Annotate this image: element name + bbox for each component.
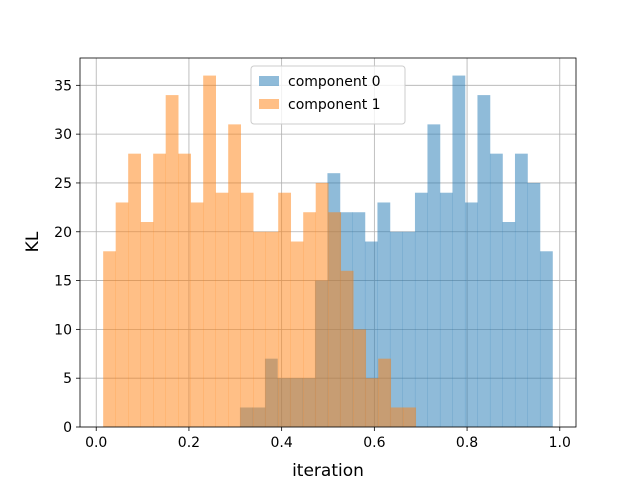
y-axis-label: KL — [23, 231, 43, 252]
legend-label-component-0: component 0 — [288, 74, 381, 90]
bar-component-1 — [203, 75, 216, 428]
bar-component-0 — [389, 231, 403, 427]
bar-component-0 — [402, 231, 416, 427]
y-tick-label: 20 — [54, 225, 72, 241]
axis-ticks: 0.0 0.2 0.4 0.6 0.8 1.0 0 5 10 15 20 25 30 35 — [54, 78, 571, 451]
y-tick-label: 0 — [63, 420, 72, 436]
x-tick-label: 0.6 — [363, 435, 385, 451]
bar-component-0 — [427, 124, 441, 427]
x-tick-label: 1.0 — [549, 435, 571, 451]
x-tick-label: 0.8 — [456, 435, 478, 451]
x-tick-label: 0.0 — [85, 435, 107, 451]
bar-component-1 — [328, 212, 342, 427]
bar-component-1 — [290, 241, 304, 427]
bar-component-0 — [527, 182, 541, 427]
bar-component-0 — [539, 251, 553, 427]
legend-swatch-component-0 — [259, 76, 279, 86]
y-tick-label: 35 — [54, 78, 72, 94]
plot-frame — [79, 57, 577, 428]
bar-component-1 — [128, 153, 141, 427]
bar-component-0 — [464, 202, 478, 427]
legend: component 0 component 1 — [250, 65, 406, 125]
bar-component-1 — [190, 202, 204, 427]
bar-component-0 — [477, 95, 491, 427]
legend-box — [250, 65, 406, 125]
x-tick-label: 0.2 — [178, 435, 200, 451]
bar-component-1 — [353, 329, 367, 427]
bar-component-1 — [390, 407, 404, 427]
bar-component-0 — [502, 222, 516, 427]
bar-component-1 — [265, 231, 279, 427]
bar-component-1 — [165, 95, 179, 427]
y-tick-label: 15 — [54, 274, 72, 290]
bar-component-1 — [403, 407, 417, 427]
bar-component-1 — [140, 222, 154, 427]
bar-component-1 — [253, 231, 267, 427]
y-tick-label: 30 — [54, 127, 72, 143]
histogram-bars — [103, 75, 553, 428]
bar-component-1 — [178, 153, 191, 427]
bar-component-1 — [340, 270, 354, 427]
bar-component-1 — [378, 358, 392, 427]
bar-component-1 — [228, 124, 241, 427]
bar-component-1 — [153, 153, 166, 427]
bar-component-1 — [115, 202, 129, 427]
y-tick-label: 5 — [63, 371, 72, 387]
bar-component-1 — [103, 251, 116, 427]
x-axis-label: iteration — [292, 461, 364, 480]
bar-component-0 — [489, 153, 503, 427]
x-tick-label: 0.4 — [271, 435, 293, 451]
bar-component-0 — [452, 75, 466, 428]
bar-component-0 — [514, 153, 528, 427]
legend-swatch-component-1 — [259, 99, 279, 109]
bar-component-1 — [240, 192, 254, 427]
y-tick-label: 10 — [54, 322, 72, 338]
bar-component-0 — [414, 192, 428, 427]
bar-component-0 — [439, 192, 453, 427]
y-tick-label: 25 — [54, 176, 72, 192]
bar-component-1 — [365, 378, 379, 427]
bar-component-1 — [303, 212, 317, 427]
bar-component-1 — [315, 182, 329, 427]
legend-label-component-1: component 1 — [288, 97, 381, 113]
bar-component-1 — [278, 192, 292, 427]
bar-component-1 — [215, 192, 229, 427]
